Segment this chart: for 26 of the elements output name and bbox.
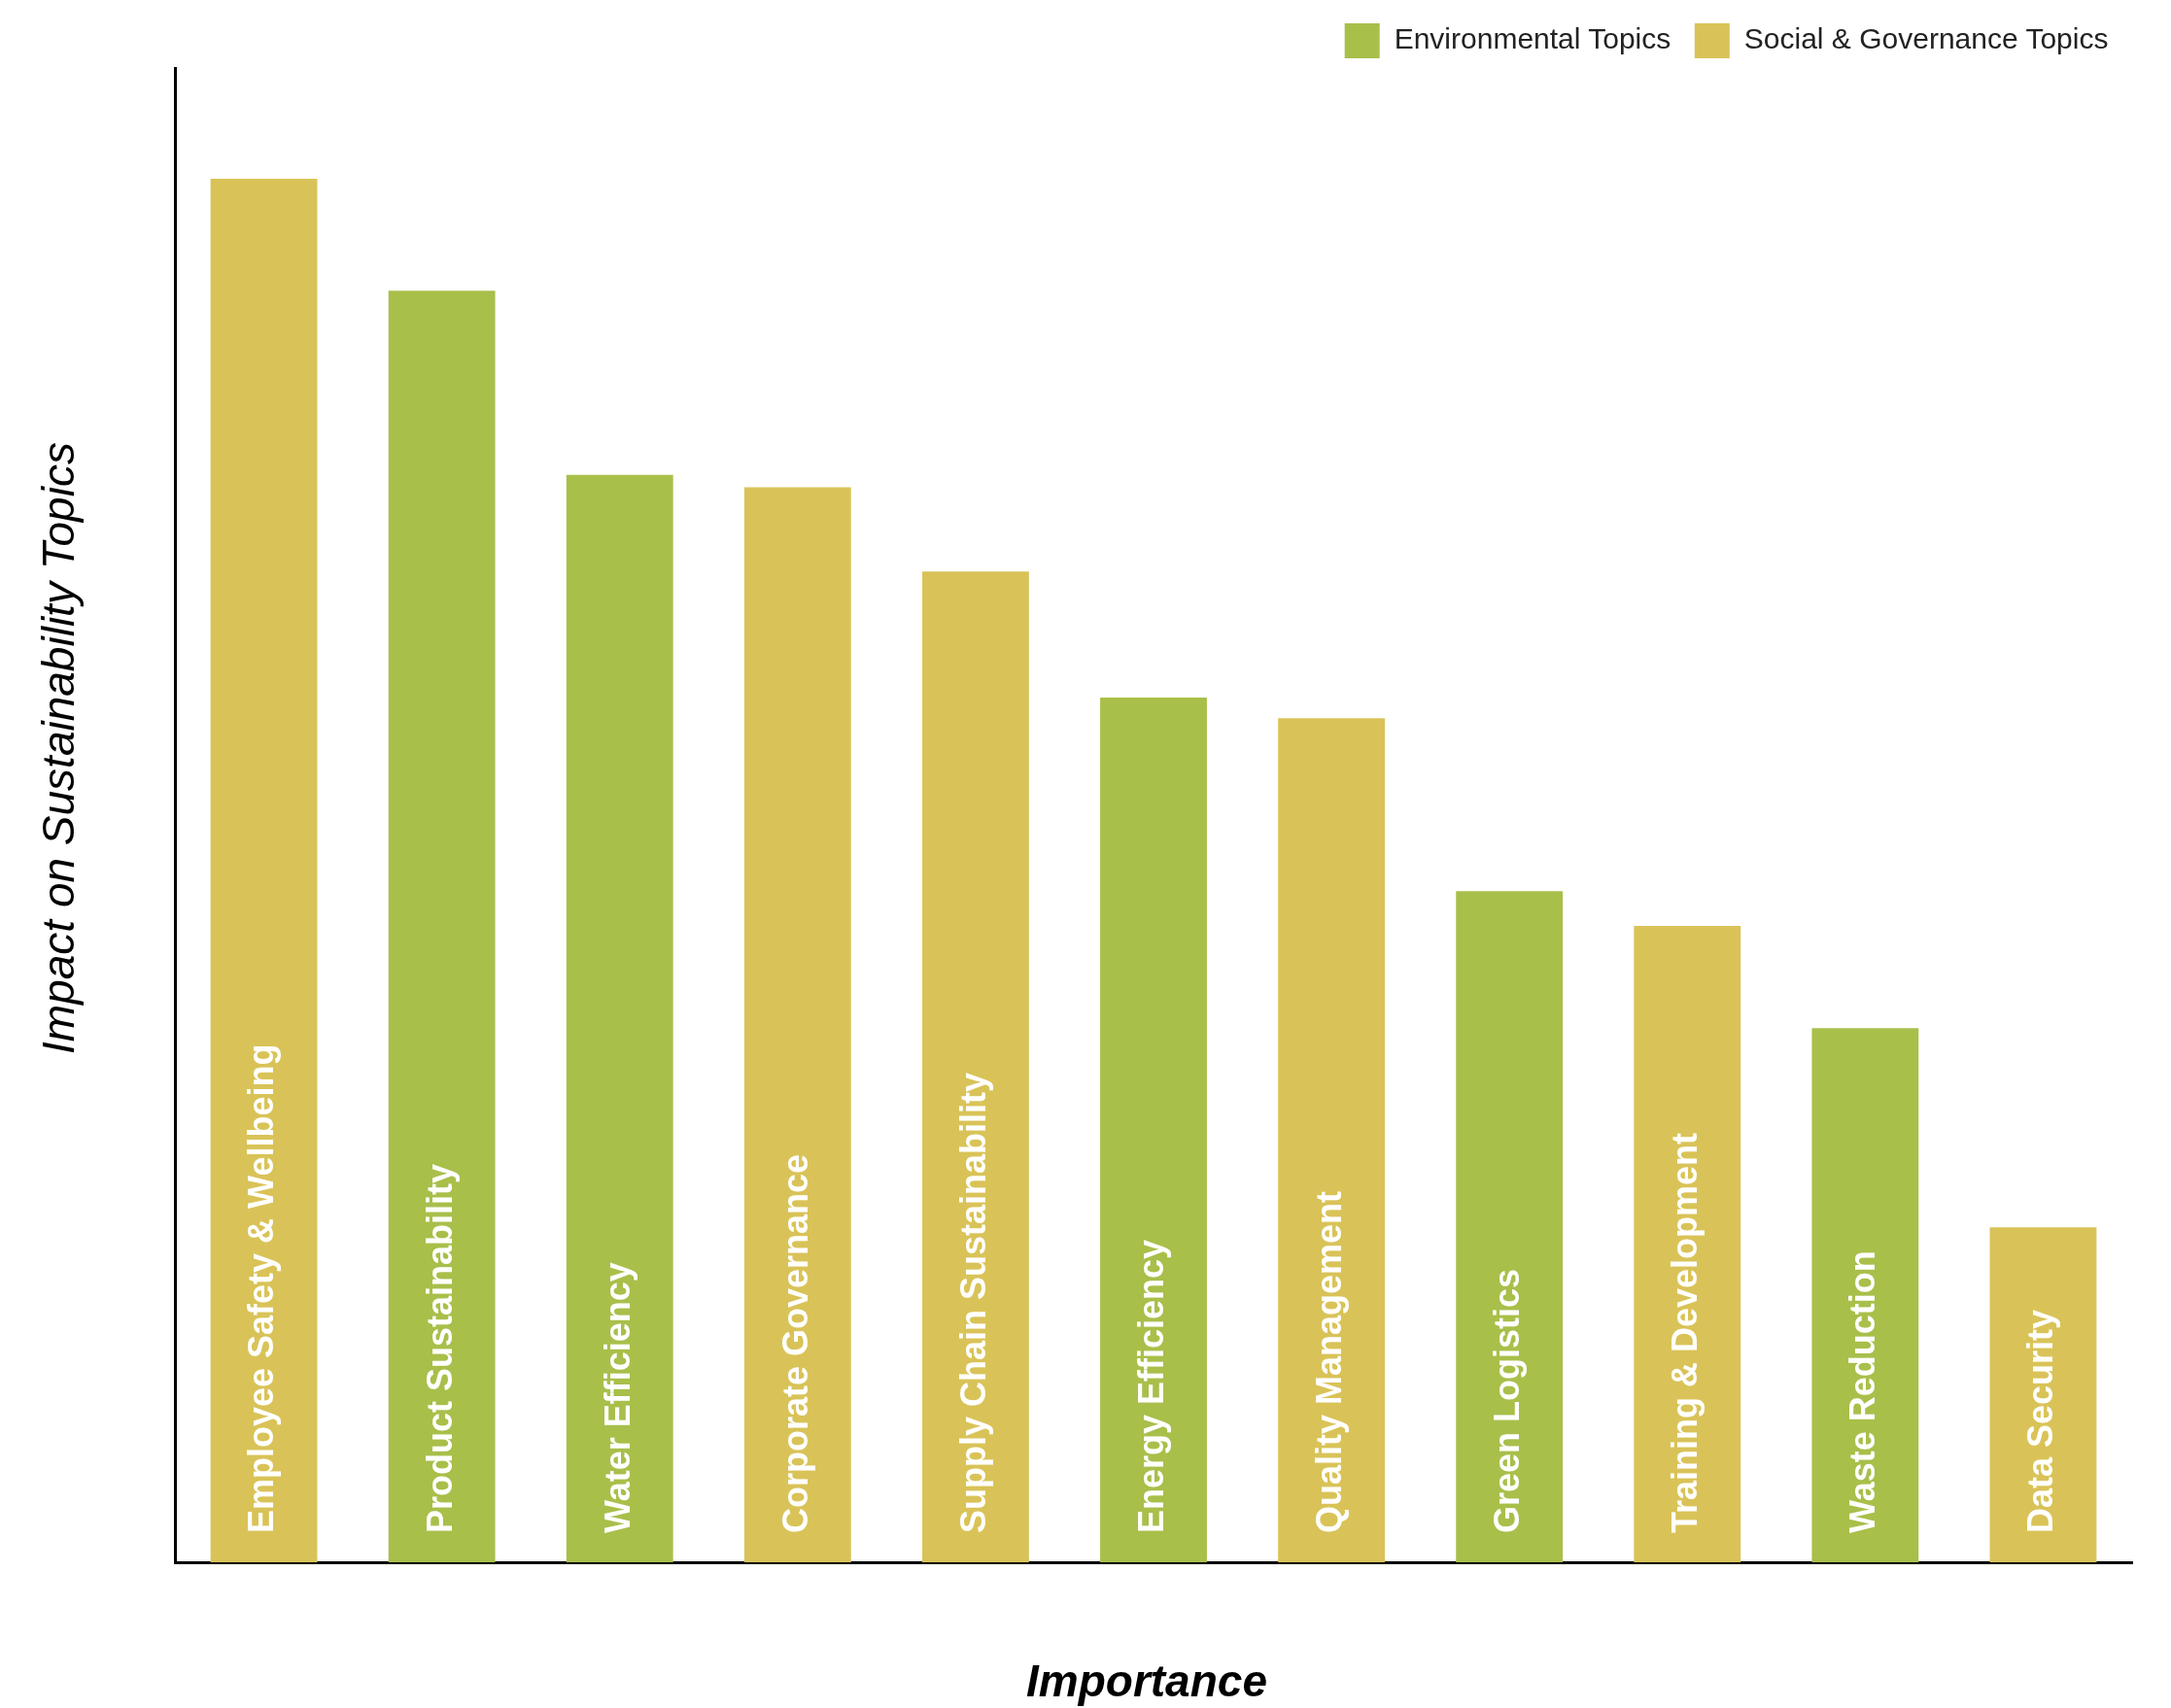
x-axis-title: Importance [1026,1655,1267,1707]
bar [1100,697,1207,1562]
legend-label: Environmental Topics [1394,22,1671,55]
x-tick-label: Employee Safety & Wellbeing [241,1043,282,1533]
x-tick-label: Supply Chain Sustainability [952,1072,993,1533]
x-tick-label: Corporate Governance [775,1153,815,1533]
x-tick-label: Waste Reduction [1843,1250,1883,1533]
x-tick-label: Product Sustainability [419,1163,460,1533]
x-tick-label: Data Security [2020,1309,2061,1533]
y-axis-title: Impact on Sustainability Topics [32,442,85,1054]
bar [1278,718,1386,1562]
bar [388,290,496,1562]
bar [743,487,851,1562]
bar [566,474,673,1562]
bar [1456,891,1564,1562]
legend-label: Social & Governance Topics [1743,22,2109,55]
x-tick-label: Quality Management [1309,1190,1350,1533]
bar [1634,925,1741,1562]
x-tick-label: Green Logistics [1487,1268,1528,1533]
bar [210,178,318,1562]
x-tick-label: Energy Efficiency [1130,1239,1171,1533]
bar [1811,1028,1919,1562]
bar [921,571,1029,1562]
bar [1989,1227,2097,1562]
x-tick-label: Water Efficiency [597,1262,638,1533]
x-tick-label: Training & Development [1665,1132,1706,1533]
